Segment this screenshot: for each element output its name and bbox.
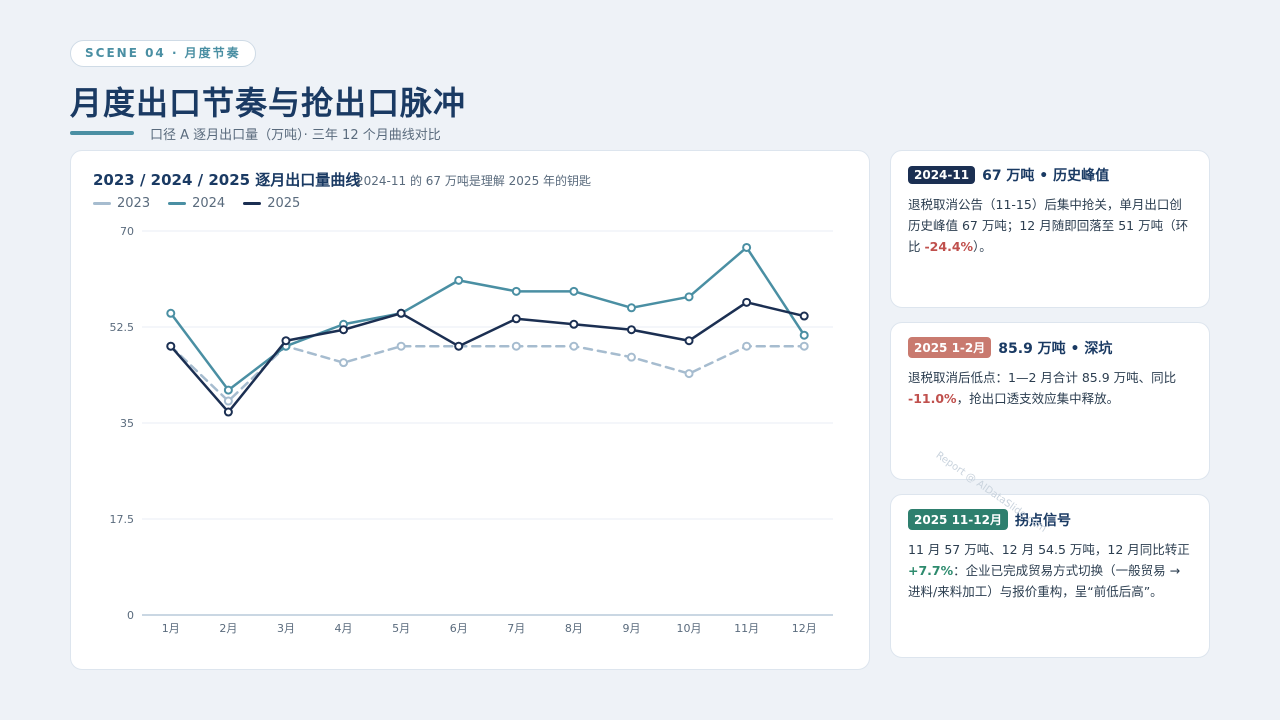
- x-tick-label: 6月: [450, 622, 468, 635]
- chart-legend: 2023 2024 2025: [93, 196, 300, 211]
- chart-title: 2023 / 2024 / 2025 逐月出口量曲线: [93, 171, 361, 189]
- data-point-2024: [799, 330, 809, 340]
- data-point-2025: [684, 336, 694, 346]
- x-tick-label: 12月: [792, 622, 817, 635]
- data-point-2023: [396, 341, 406, 351]
- data-point-2023: [684, 369, 694, 379]
- x-tick-label: 11月: [734, 622, 759, 635]
- data-point-2023: [742, 341, 752, 351]
- data-point-2024: [166, 308, 176, 318]
- card-badge: 2025 1-2月: [908, 337, 992, 358]
- page-subtitle: 口径 A 逐月出口量（万吨）· 三年 12 个月曲线对比: [150, 128, 441, 143]
- legend-label-2023: 2023: [117, 196, 151, 211]
- x-tick-label: 2月: [219, 622, 237, 635]
- data-point-2024: [454, 275, 464, 285]
- data-point-2024: [742, 242, 752, 252]
- x-tick-label: 3月: [277, 622, 295, 635]
- data-point-2025: [799, 311, 809, 321]
- data-point-2025: [511, 314, 521, 324]
- card-body: 11 月 57 万吨、12 月 54.5 万吨，12 月同比转正 +7.7%：企…: [908, 542, 1190, 599]
- legend-item-2024[interactable]: 2024: [168, 196, 225, 211]
- legend-label-2025: 2025: [267, 196, 301, 211]
- data-point-2025: [454, 341, 464, 351]
- card-highlight: -11.0%: [908, 391, 957, 406]
- card-badge: 2024-11: [908, 166, 976, 184]
- data-point-2024: [684, 292, 694, 302]
- insight-card-trough: 2025 1-2月 85.9 万吨 • 深坑 退税取消后低点：1—2 月合计 8…: [890, 322, 1210, 480]
- data-point-2023: [223, 396, 233, 406]
- chart-note: 2024-11 的 67 万吨是理解 2025 年的钥匙: [356, 174, 592, 188]
- insight-card-peak: 2024-11 67 万吨 • 历史峰值 退税取消公告（11-15）后集中抢关，…: [890, 150, 1210, 308]
- data-point-2024: [626, 303, 636, 313]
- card-badge: 2025 11-12月: [908, 509, 1008, 530]
- x-tick-label: 1月: [162, 622, 180, 635]
- x-tick-label: 7月: [507, 622, 525, 635]
- data-point-2023: [626, 352, 636, 362]
- chart-card: 2023 / 2024 / 2025 逐月出口量曲线 2024-11 的 67 …: [70, 150, 870, 670]
- page-title: 月度出口节奏与抢出口脉冲: [70, 84, 467, 122]
- scene-pill: SCENE 04 · 月度节奏: [70, 40, 256, 67]
- y-tick-label: 52.5: [110, 321, 135, 334]
- card-body: 退税取消后低点：1—2 月合计 85.9 万吨、同比 -11.0%，抢出口透支效…: [908, 370, 1177, 406]
- card-title: 85.9 万吨 • 深坑: [998, 340, 1113, 357]
- legend-swatch-2024: [168, 202, 187, 205]
- y-tick-label: 0: [127, 609, 134, 622]
- data-point-2024: [223, 385, 233, 395]
- data-point-2023: [569, 341, 579, 351]
- data-point-2025: [742, 297, 752, 307]
- data-point-2024: [569, 286, 579, 296]
- legend-item-2023[interactable]: 2023: [93, 196, 150, 211]
- legend-swatch-2023: [93, 202, 111, 205]
- legend-swatch-2025: [243, 202, 262, 205]
- data-point-2025: [223, 407, 233, 417]
- y-tick-label: 17.5: [110, 513, 135, 526]
- data-point-2024: [511, 286, 521, 296]
- data-point-2025: [281, 336, 291, 346]
- x-tick-label: 8月: [565, 622, 583, 635]
- line-chart: 0 17.5 35 52.5 70 1月 2月 3月 4月 5月 6月 7月 8月 9月 10月 11月 12月: [110, 225, 833, 635]
- series-line-2024: [169, 246, 806, 392]
- x-tick-label: 5月: [392, 622, 410, 635]
- data-point-2023: [339, 358, 349, 368]
- y-tick-label: 35: [120, 417, 134, 430]
- card-title: 拐点信号: [1014, 512, 1071, 529]
- series-line-2023: [169, 344, 806, 403]
- data-point-2023: [511, 341, 521, 351]
- legend-item-2025[interactable]: 2025: [243, 196, 300, 211]
- x-tick-label: 4月: [335, 622, 353, 635]
- x-tick-label: 10月: [677, 622, 702, 635]
- x-tick-label: 9月: [622, 622, 640, 635]
- series-line-2025: [169, 301, 806, 414]
- card-highlight: +7.7%: [908, 563, 954, 578]
- card-body: 退税取消公告（11-15）后集中抢关，单月出口创历史峰值 67 万吨；12 月随…: [908, 197, 1189, 254]
- data-point-2025: [339, 325, 349, 335]
- legend-label-2024: 2024: [192, 196, 226, 211]
- card-highlight: -24.4%: [924, 239, 974, 254]
- card-title: 67 万吨 • 历史峰值: [982, 168, 1110, 184]
- y-tick-label: 70: [120, 225, 134, 238]
- data-point-2025: [569, 319, 579, 329]
- data-point-2023: [799, 341, 809, 351]
- data-point-2025: [166, 341, 176, 351]
- title-accent-bar: [70, 131, 134, 135]
- data-point-2025: [626, 325, 636, 335]
- insight-card-inflection: 2025 11-12月 拐点信号 11 月 57 万吨、12 月 54.5 万吨…: [890, 494, 1210, 658]
- data-point-2025: [396, 308, 406, 318]
